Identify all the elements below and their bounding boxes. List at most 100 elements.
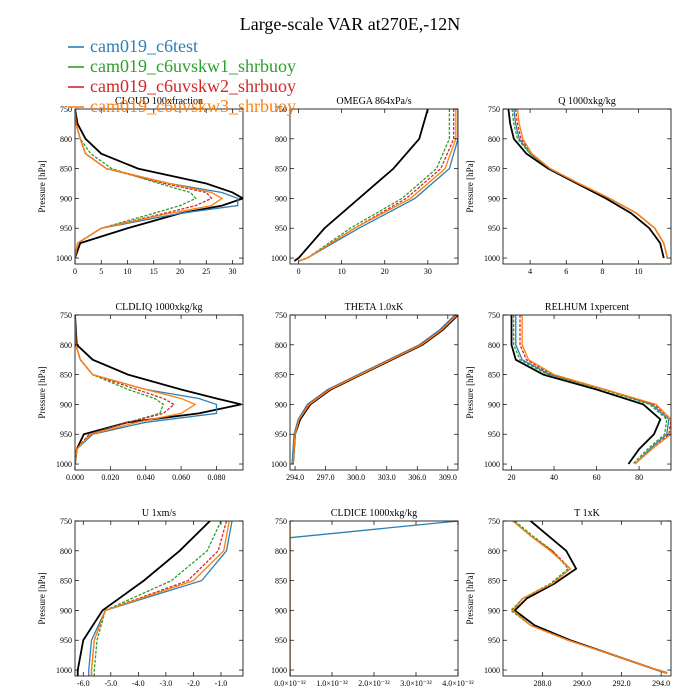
plot-frame: [74, 520, 244, 677]
series-line: [75, 109, 224, 259]
panel-6: RELHUM 1xpercent Pressure [hPa] 20 40 60 80 75…: [465, 302, 672, 482]
y-axis-label: Pressure [hPa]: [37, 160, 47, 212]
series-line: [512, 315, 668, 465]
x-tick-label: 10: [124, 267, 132, 276]
series-line: [75, 109, 243, 259]
x-tick-label: 10: [338, 267, 346, 276]
x-tick-label: 300.0: [347, 473, 365, 482]
series-line: [515, 109, 669, 259]
series-line: [519, 315, 671, 465]
x-tick-label: -5.0: [104, 679, 117, 688]
y-tick-label: 850: [60, 371, 72, 380]
y-tick-label: 750: [60, 105, 72, 114]
panel-7: U 1xm/s Pressure [hPa] -6.0 -5.0 -4.0 -3.0 -2.…: [37, 508, 244, 688]
y-tick-label: 900: [488, 194, 500, 203]
y-axis-label: Pressure [hPa]: [465, 366, 475, 418]
y-tick-label: 800: [488, 341, 500, 350]
legend-item: cam019_c6uvskw3_shrbuoy: [68, 96, 296, 116]
plot-frame: [289, 314, 459, 471]
y-tick-label: 850: [275, 371, 287, 380]
series-line: [298, 109, 455, 262]
y-tick-label: 950: [275, 430, 287, 439]
x-tick-label: 20: [176, 267, 184, 276]
x-tick-label: 0.020: [101, 473, 119, 482]
series-line: [511, 521, 668, 674]
plot-frame: [74, 314, 244, 471]
x-tick-label: 0.040: [137, 473, 155, 482]
y-tick-label: 900: [488, 400, 500, 409]
series-line: [298, 109, 458, 262]
series-line: [513, 521, 668, 674]
series-line: [298, 109, 457, 262]
y-tick-label: 950: [275, 224, 287, 233]
legend-label: cam019_c6uvskw2_shrbuoy: [90, 76, 296, 96]
panel-1: CLOUD 100xfraction Pressure [hPa] 0 5 10 15 20…: [37, 96, 244, 276]
series-line: [75, 315, 165, 465]
y-tick-label: 1000: [271, 666, 287, 675]
y-tick-label: 950: [60, 636, 72, 645]
legend-label: cam019_c6uvskw3_shrbuoy: [90, 96, 296, 116]
series-line: [75, 315, 197, 465]
x-tick-label: 4: [528, 267, 532, 276]
series-line: [75, 109, 197, 259]
series-line: [75, 315, 242, 465]
y-tick-label: 800: [275, 547, 287, 556]
x-tick-label: 2.0×10⁻³²: [358, 679, 390, 688]
panel-title: OMEGA 864xPa/s: [336, 96, 411, 107]
panel-title: RELHUM 1xpercent: [545, 302, 629, 313]
y-tick-label: 1000: [484, 666, 500, 675]
x-tick-label: 288.0: [534, 679, 552, 688]
panel-9: T 1xK Pressure [hPa] 288.0 290.0 292.0 294.0 7…: [465, 508, 672, 688]
series-line: [75, 109, 213, 259]
series-line: [290, 521, 458, 676]
series-line: [511, 109, 669, 259]
legend-item: cam019_c6uvskw2_shrbuoy: [68, 76, 296, 96]
y-tick-label: 850: [275, 577, 287, 586]
series-line: [511, 521, 668, 674]
y-tick-label: 950: [488, 636, 500, 645]
y-axis-label: Pressure [hPa]: [465, 160, 475, 212]
series-line: [521, 315, 671, 465]
y-tick-label: 800: [60, 341, 72, 350]
x-tick-label: 3.0×10⁻³²: [400, 679, 432, 688]
y-tick-label: 750: [275, 105, 287, 114]
y-tick-label: 1000: [271, 254, 287, 263]
x-tick-label: 303.0: [378, 473, 396, 482]
x-tick-label: 1.0×10⁻³²: [316, 679, 348, 688]
panel-2: OMEGA 864xPa/s 0 10 20 30 750 800 850 900 950 1000: [271, 96, 459, 276]
panel-title: THETA 1.0xK: [345, 302, 404, 313]
panel-8: CLDICE 1000xkg/kg 0.0×10⁻³² 1.0×10⁻³² 2.0×1…: [271, 508, 474, 688]
series-line: [90, 521, 230, 676]
series-line: [516, 109, 669, 259]
series-line: [513, 109, 669, 259]
y-tick-label: 750: [275, 517, 287, 526]
panels: CLOUD 100xfraction Pressure [hPa] 0 5 10 15 20…: [37, 96, 672, 688]
x-tick-label: 15: [150, 267, 158, 276]
x-tick-label: 0.000: [66, 473, 84, 482]
x-tick-label: 290.0: [573, 679, 591, 688]
y-tick-label: 800: [488, 135, 500, 144]
plot-frame: [74, 108, 244, 265]
x-tick-label: 20: [508, 473, 516, 482]
x-tick-label: 306.0: [408, 473, 426, 482]
series-line: [75, 109, 239, 259]
series-line: [507, 109, 665, 259]
panel-title: T 1xK: [574, 508, 600, 519]
y-tick-label: 750: [60, 517, 72, 526]
y-tick-label: 1000: [56, 666, 72, 675]
panel-5: THETA 1.0xK 294.0 297.0 300.0 303.0 306.0 309.…: [271, 302, 459, 482]
x-tick-label: -3.0: [160, 679, 173, 688]
y-tick-label: 750: [488, 311, 500, 320]
series-line: [298, 109, 451, 262]
plot-frame: [502, 314, 672, 471]
series-line: [510, 315, 662, 465]
x-tick-label: 0: [73, 267, 77, 276]
y-tick-label: 850: [488, 577, 500, 586]
y-axis-label: Pressure [hPa]: [37, 572, 47, 624]
plot-frame: [289, 520, 459, 677]
series-line: [293, 109, 429, 262]
y-tick-label: 1000: [484, 460, 500, 469]
series-line: [509, 521, 668, 674]
series-line: [75, 315, 176, 465]
